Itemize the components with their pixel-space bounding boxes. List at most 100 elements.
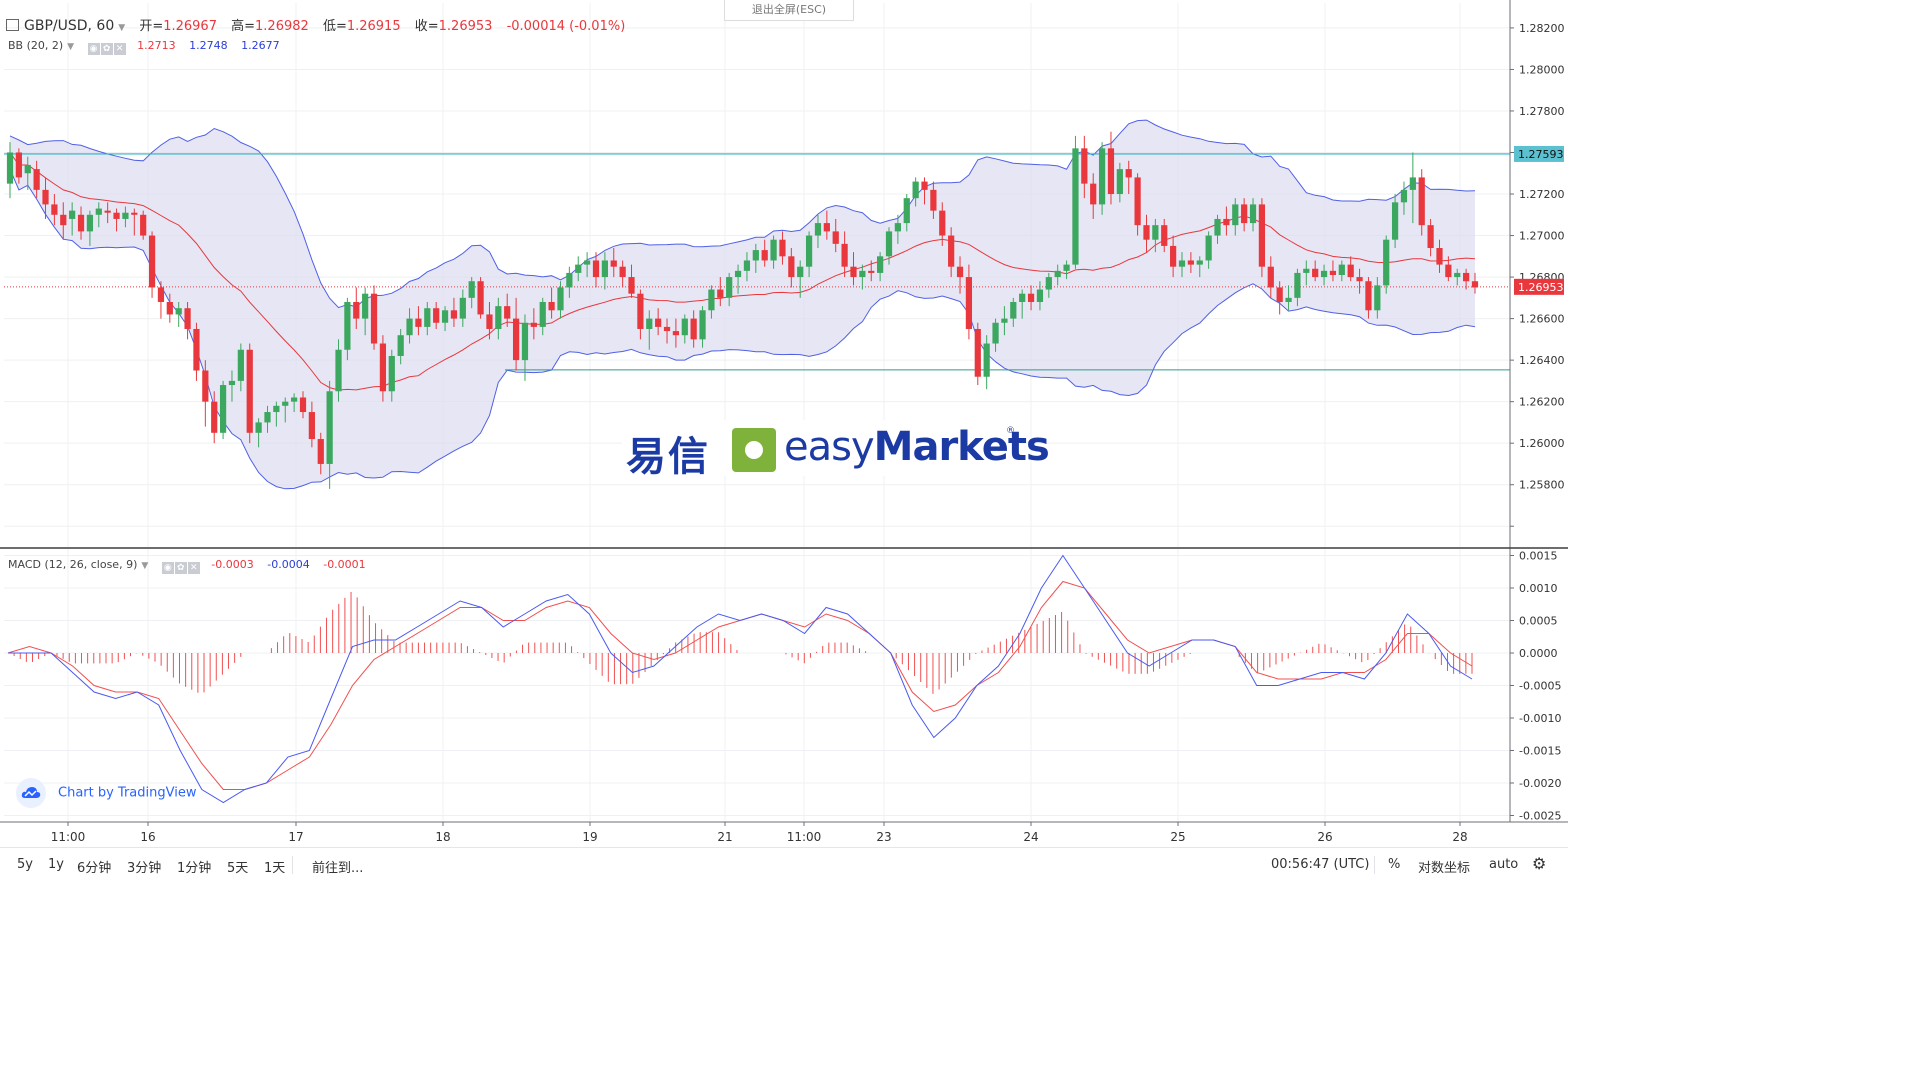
candle-body <box>113 212 120 219</box>
candle-body <box>1027 293 1035 302</box>
price-tick-label: 1.26400 <box>1519 354 1565 367</box>
candle-body <box>708 289 715 311</box>
candle-body <box>646 318 653 329</box>
candle-body <box>868 270 875 273</box>
candle-body <box>1267 266 1274 288</box>
candle-body <box>734 270 742 278</box>
range-3min[interactable]: 3分钟 <box>127 861 162 876</box>
macd-label[interactable]: MACD (12, 26, close, 9) <box>8 558 138 571</box>
log-scale-button[interactable]: 对数坐标 <box>1418 861 1471 876</box>
macd-tick-label: -0.0015 <box>1519 745 1561 758</box>
candle-body <box>1338 264 1345 275</box>
tradingview-attribution[interactable]: Chart by TradingView <box>16 778 196 808</box>
candle-body <box>1098 148 1106 205</box>
candle-body <box>344 301 351 350</box>
candle-body <box>805 235 813 267</box>
bollinger-bands <box>9 119 1476 490</box>
price-tick-label: 1.27000 <box>1519 230 1565 243</box>
candle-body <box>291 397 298 402</box>
range-5d[interactable]: 5天 <box>227 861 249 876</box>
bb-basis-value: 1.2713 <box>137 39 176 52</box>
candle-body <box>948 235 955 267</box>
eye-icon[interactable]: ◉ <box>161 562 174 574</box>
candle-body <box>628 277 635 294</box>
price-tick-label: 1.25800 <box>1519 479 1565 492</box>
macd-tick-label: -0.0020 <box>1519 777 1561 790</box>
tradingview-cloud-icon <box>16 778 46 808</box>
candle-body <box>1374 285 1381 311</box>
candle-body <box>557 287 564 311</box>
gear-icon[interactable]: ✿ <box>100 43 113 55</box>
macd-tick-label: 0.0010 <box>1519 582 1558 595</box>
exit-fullscreen-button[interactable]: 退出全屏(ESC) <box>724 0 854 21</box>
candle-body <box>379 343 387 392</box>
price-tick-label: 1.28000 <box>1519 63 1565 76</box>
candle-body <box>1090 183 1097 205</box>
chevron-down-icon[interactable]: ▼ <box>67 42 75 52</box>
candle-body <box>903 198 910 224</box>
level-price-tag-text: 1.27593 <box>1518 148 1564 161</box>
goto-date-button[interactable]: 前往到... <box>312 861 364 876</box>
candle-body <box>894 223 901 232</box>
candle-body <box>69 210 76 219</box>
bb-label[interactable]: BB (20, 2) <box>8 39 64 52</box>
auto-scale-button[interactable]: auto <box>1489 857 1519 872</box>
candle-body <box>655 318 662 327</box>
range-1min[interactable]: 1分钟 <box>177 861 212 876</box>
candle-body <box>317 439 324 464</box>
range-6min[interactable]: 6分钟 <box>77 861 112 876</box>
candle-body <box>974 328 981 377</box>
candle-body <box>1294 272 1301 298</box>
candle-body <box>539 301 546 327</box>
bb-basis-line <box>9 152 1476 391</box>
close-icon[interactable]: ✕ <box>113 43 126 55</box>
candle-body <box>1001 318 1008 323</box>
candle-body <box>1258 204 1266 267</box>
candle-body <box>1178 260 1186 267</box>
candle-body <box>575 264 582 273</box>
chevron-down-icon[interactable]: ▼ <box>141 561 149 571</box>
candle-body <box>1196 260 1203 265</box>
symbol-menu-icon[interactable] <box>6 19 19 31</box>
candle-body <box>1063 264 1070 271</box>
candle-body <box>1312 268 1319 278</box>
gear-icon[interactable]: ✿ <box>174 562 187 574</box>
candle-body <box>60 214 67 226</box>
candle-body <box>1445 264 1452 278</box>
chart-canvas[interactable]: 1.282001.280001.278001.274001.272001.270… <box>0 0 1568 847</box>
candle-body <box>131 212 138 215</box>
settings-gear-icon[interactable]: ⚙ <box>1532 854 1547 873</box>
candle-body <box>211 401 218 433</box>
horizontal-levels <box>4 153 1510 371</box>
candle-body <box>1303 268 1310 273</box>
watermark-cn: 易信 <box>626 434 710 480</box>
time-tick-label: 11:00 <box>787 830 822 844</box>
candle-body <box>779 239 786 257</box>
watermark-reg: ® <box>1006 426 1015 436</box>
easymarkets-logo-icon <box>732 428 776 472</box>
price-tick-label: 1.26200 <box>1519 396 1565 409</box>
candle-body <box>672 331 680 336</box>
candle-body <box>601 260 608 278</box>
symbol-label[interactable]: GBP/USD, 60 <box>24 18 115 34</box>
bb-upper-value: 1.2748 <box>189 39 228 52</box>
candle-body <box>566 272 573 288</box>
chevron-down-icon[interactable]: ▼ <box>118 23 126 33</box>
macd-tick-label: 0.0000 <box>1519 647 1558 660</box>
candle-body <box>370 293 378 344</box>
close-icon[interactable]: ✕ <box>187 562 200 574</box>
eye-icon[interactable]: ◉ <box>87 43 100 55</box>
candle-body <box>690 318 697 340</box>
candle-body <box>1409 177 1416 190</box>
candle-body <box>424 308 431 327</box>
range-1y[interactable]: 1y <box>48 857 64 872</box>
candle-body <box>1365 281 1372 311</box>
candle-body <box>1170 245 1177 267</box>
range-5y[interactable]: 5y <box>17 857 33 872</box>
candle-body <box>335 349 342 392</box>
percent-scale-button[interactable]: % <box>1388 857 1401 872</box>
bb-upper-line <box>9 119 1476 309</box>
price-tick-label: 1.26600 <box>1519 313 1565 326</box>
range-1d[interactable]: 1天 <box>264 861 286 876</box>
low-label: 低= <box>322 19 347 34</box>
